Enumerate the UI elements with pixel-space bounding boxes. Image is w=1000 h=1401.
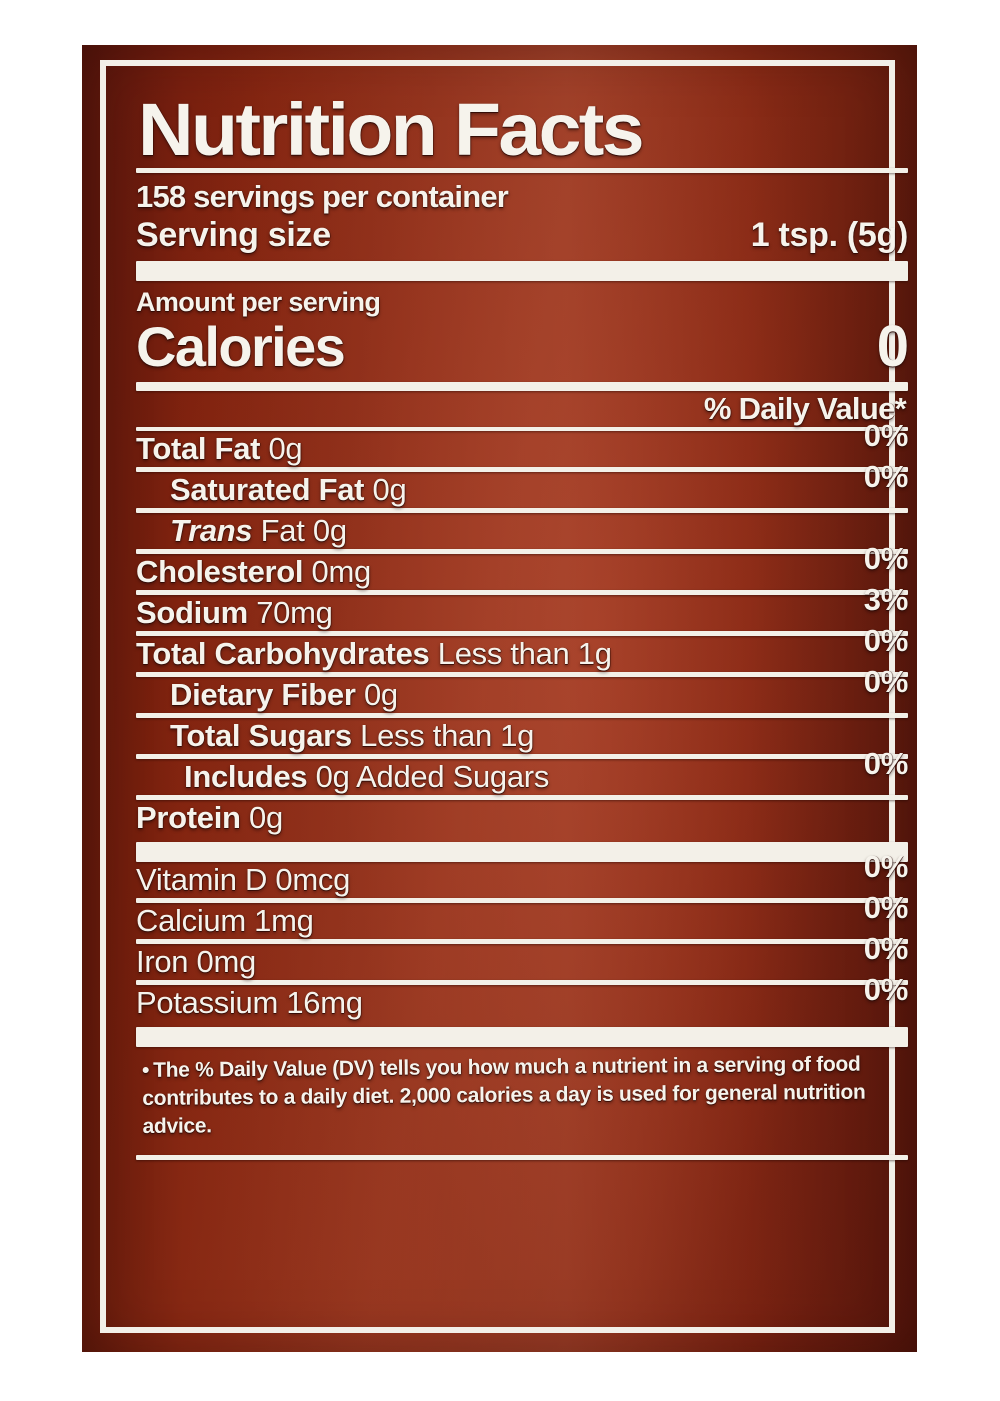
nutrient-daily-value: 0% [863,849,909,884]
package-panel: Nutrition Facts 158 servings per contain… [82,45,917,1352]
serving-size-value: 1 tsp. (5g) [750,216,909,254]
nutrient-amount: Less than 1g [437,636,612,671]
daily-value-footnote: • The % Daily Value (DV) tells you how mu… [136,1050,909,1141]
amount-per-serving-label: Amount per serving [136,287,381,317]
micronutrient-name: Calcium 1mg [136,903,314,938]
divider-before-micronutrients [136,842,908,862]
nutrient-name: Total Sugars Less than 1g [170,718,535,753]
daily-value-header: % Daily Value* [703,391,907,426]
micronutrient-name: Potassium 16mg [136,985,363,1020]
nutrient-row-divider [136,754,908,759]
nutrient-daily-value: 0% [863,931,909,966]
divider-after-calories [136,382,908,391]
nutrient-daily-value: 0% [863,972,909,1007]
nutrient-name: Total Fat 0g [136,431,303,466]
nutrient-row-divider [136,795,908,800]
calories-row: Calories 0 [136,314,909,379]
nutrient-row-divider [136,467,908,472]
nutrient-name: Saturated Fat 0g [170,472,407,507]
nutrient-amount: 0g [268,431,303,466]
nutrient-row: Saturated Fat 0g 0% [136,459,908,508]
divider-under-title [136,168,908,173]
nutrient-amount: Less than 1g [360,718,535,753]
footnote-text: The % Daily Value (DV) tells you how muc… [142,1052,866,1138]
nutrient-daily-value: 0% [863,746,909,781]
nutrient-daily-value: 0% [863,623,909,658]
nutrient-amount: 0g Added Sugars [315,759,550,794]
nutrient-daily-value: 0% [863,664,909,699]
nutrition-label-body: Nutrition Facts 158 servings per contain… [136,92,909,1354]
nutrient-row-divider [136,672,908,677]
serving-size-label: Serving size [136,216,331,254]
nutrient-row-divider [136,508,908,513]
nutrient-amount: Fat 0g [252,513,347,548]
nutrient-name: Includes 0g Added Sugars [184,759,550,794]
footnote-bullet-icon: • [142,1058,150,1082]
nutrient-row: Potassium 16mg 0% [136,972,908,1021]
nutrient-name: Total Carbohydrates Less than 1g [136,636,612,671]
nutrient-name: Dietary Fiber 0g [170,677,398,712]
nutrient-row: Calcium 1mg 0% [136,890,908,939]
nutrient-daily-value: 0% [863,418,909,453]
micronutrient-name: Vitamin D 0mcg [136,862,351,897]
nutrient-row: Includes 0g Added Sugars 0% [136,746,908,795]
nutrient-amount: 0g [372,472,407,507]
nutrient-daily-value: 0% [863,541,909,576]
nutrient-row: Cholesterol 0mg 0% [136,541,908,590]
micronutrient-list: Vitamin D 0mcg 0% Calcium 1mg 0% Iron 0mg 0% P… [136,849,908,1027]
nutrient-name-italic: Trans [170,513,253,548]
servings-per-container: 158 servings per container [136,179,509,214]
nutrient-row: Total Fat 0g 0% [136,418,908,467]
page-title: Nutrition Facts [138,88,645,171]
nutrient-name: Cholesterol 0mg [136,554,372,589]
micronutrient-name: Iron 0mg [136,944,256,979]
nutrient-amount: 0g [363,677,398,712]
nutrient-list: Total Fat 0g 0% Saturated Fat 0g 0% Trans Fa… [136,418,908,842]
nutrient-name: Trans Fat 0g [170,513,347,549]
nutrient-amount: 0mg [311,554,372,589]
nutrient-daily-value: 3% [863,582,909,617]
nutrient-row: Sodium 70mg 3% [136,582,908,631]
divider-under-dv-header [136,427,908,431]
nutrient-name: Sodium 70mg [136,595,333,630]
nutrient-row-divider [136,549,908,554]
nutrient-name: Protein 0g [136,800,283,835]
nutrient-row-divider [136,631,908,636]
nutrient-amount: 0g [249,800,283,835]
calories-value: 0 [876,314,909,379]
nutrient-row: Iron 0mg 0% [136,931,908,980]
nutrient-daily-value: 0% [863,459,909,494]
micronutrient-row-divider [136,898,908,903]
calories-label: Calories [136,315,346,378]
nutrient-row-divider [136,590,908,595]
nutrient-daily-value: 0% [863,890,909,925]
micronutrient-row-divider [136,939,908,944]
micronutrient-row-divider [136,980,908,985]
nutrient-row-divider [136,713,908,718]
nutrient-amount: 70mg [256,595,333,630]
nutrition-label-frame: Nutrition Facts 158 servings per contain… [100,60,909,1333]
divider-bottom [136,1155,908,1160]
divider-thick-after-serving [136,261,908,281]
nutrient-row: Total Sugars Less than 1g [136,718,908,754]
nutrient-row: Trans Fat 0g [136,513,908,549]
nutrient-row: Dietary Fiber 0g 0% [136,664,908,713]
nutrient-row: Protein 0g [136,800,908,836]
nutrient-row: Vitamin D 0mcg 0% [136,849,908,898]
serving-size-row: Serving size 1 tsp. (5g) [136,215,908,255]
divider-before-footnote [136,1027,908,1047]
nutrient-row: Total Carbohydrates Less than 1g 0% [136,623,908,672]
